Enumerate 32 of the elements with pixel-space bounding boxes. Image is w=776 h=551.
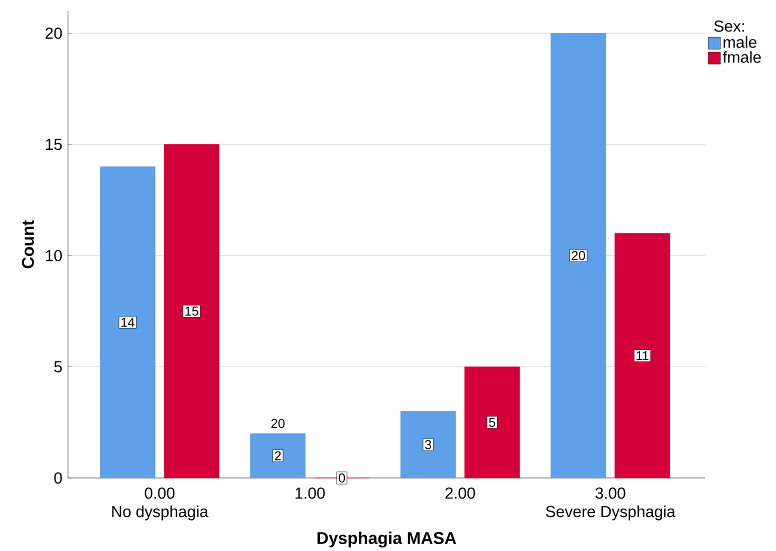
x-tick-label: 3.00 bbox=[595, 488, 626, 499]
x-tick-label: 2.00 bbox=[445, 488, 476, 499]
data-label: 20 bbox=[572, 251, 586, 260]
legend-label: male bbox=[724, 36, 756, 48]
bar bbox=[400, 411, 456, 478]
x-tick-label: 1.00 bbox=[296, 488, 325, 499]
x-tick-label: 0.00 bbox=[144, 488, 175, 499]
legend-title: Sex: bbox=[714, 20, 744, 32]
text: Severe Dysphagia bbox=[546, 506, 676, 520]
y-tick-label: 15 bbox=[46, 138, 62, 150]
bar bbox=[614, 233, 670, 478]
data-label: 15 bbox=[185, 306, 198, 316]
data-label: 11 bbox=[636, 351, 648, 360]
y-tick-label: 20 bbox=[46, 28, 62, 39]
bar bbox=[250, 433, 306, 478]
data-label: 14 bbox=[121, 318, 134, 327]
y-tick-label: 5 bbox=[54, 361, 62, 372]
data-label: 2 bbox=[274, 451, 281, 460]
data-label: 5 bbox=[489, 418, 496, 427]
bar bbox=[550, 33, 606, 478]
legend-label: fmale bbox=[722, 51, 761, 63]
data-label: 3 bbox=[425, 440, 432, 450]
bar bbox=[164, 144, 220, 478]
annotation: 20 bbox=[271, 418, 285, 428]
y-axis-title: Count bbox=[22, 220, 34, 268]
bar bbox=[100, 166, 156, 478]
x-axis-title: Dysphagia MASA bbox=[318, 532, 456, 548]
text: No dysphagia bbox=[112, 506, 208, 520]
bar bbox=[464, 366, 520, 478]
data-label: 0 bbox=[338, 473, 345, 483]
y-tick-label: 10 bbox=[46, 250, 62, 262]
y-tick-label: 0 bbox=[54, 472, 62, 484]
